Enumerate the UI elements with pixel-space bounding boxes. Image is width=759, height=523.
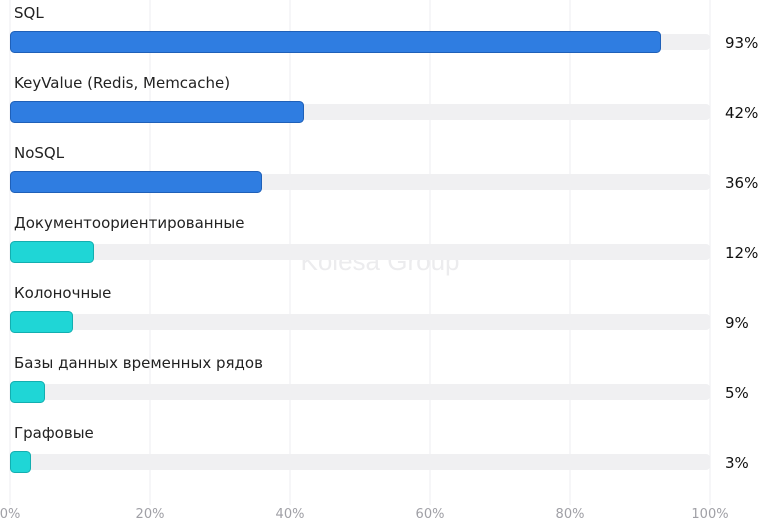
bar (10, 451, 31, 473)
category-label: NoSQL (14, 144, 65, 162)
bar (10, 171, 262, 193)
category-label: Графовые (14, 424, 94, 442)
bar (10, 101, 304, 123)
category-label: Колоночные (14, 284, 111, 302)
bar-row: NoSQL 36% (10, 144, 758, 193)
value-label: 3% (725, 454, 749, 472)
bars: SQL 93% KeyValue (Redis, Memcache) 42% NoSQL… (10, 4, 758, 473)
bar (10, 241, 94, 263)
x-axis: 0% 20% 40% 60% 80% 100% (0, 507, 729, 522)
x-tick-label: 100% (691, 507, 728, 522)
x-tick-label: 0% (0, 507, 20, 522)
bar (10, 381, 45, 403)
value-label: 5% (725, 384, 749, 402)
value-label: 12% (725, 244, 758, 262)
category-label: SQL (14, 4, 44, 22)
bar-track (10, 454, 710, 470)
x-tick-label: 40% (276, 507, 305, 522)
bar-row: SQL 93% (10, 4, 758, 53)
category-label: Документоориентированные (14, 214, 245, 232)
bar-track (10, 314, 710, 330)
value-label: 42% (725, 104, 758, 122)
bar-row: Документоориентированные 12% (10, 214, 758, 263)
bar-track (10, 384, 710, 400)
bar-row: Колоночные 9% (10, 284, 749, 333)
category-label: KeyValue (Redis, Memcache) (14, 74, 230, 92)
x-tick-label: 60% (416, 507, 445, 522)
bar-row: KeyValue (Redis, Memcache) 42% (10, 74, 758, 123)
x-tick-label: 80% (556, 507, 585, 522)
bar-track (10, 244, 710, 260)
value-label: 9% (725, 314, 749, 332)
bar-row: Графовые 3% (10, 424, 749, 473)
bar (10, 31, 661, 53)
category-label: Базы данных временных рядов (14, 354, 263, 372)
x-tick-label: 20% (136, 507, 165, 522)
value-label: 93% (725, 34, 758, 52)
bar-row: Базы данных временных рядов 5% (10, 354, 749, 403)
value-label: 36% (725, 174, 758, 192)
bar (10, 311, 73, 333)
